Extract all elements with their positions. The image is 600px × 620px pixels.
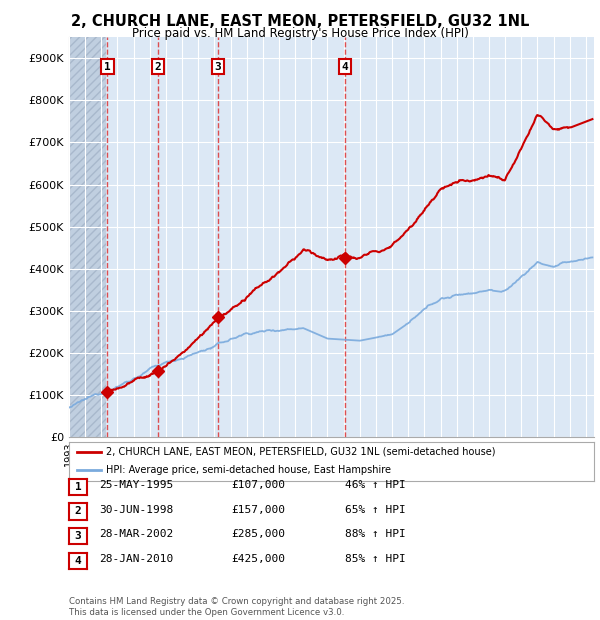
Text: 28-MAR-2002: 28-MAR-2002 — [99, 529, 173, 539]
Text: £107,000: £107,000 — [231, 480, 285, 490]
Text: HPI: Average price, semi-detached house, East Hampshire: HPI: Average price, semi-detached house,… — [106, 465, 391, 475]
Text: 25-MAY-1995: 25-MAY-1995 — [99, 480, 173, 490]
Text: 1: 1 — [74, 482, 82, 492]
Text: 2: 2 — [74, 507, 82, 516]
Text: 3: 3 — [74, 531, 82, 541]
Text: Price paid vs. HM Land Registry's House Price Index (HPI): Price paid vs. HM Land Registry's House … — [131, 27, 469, 40]
Text: 4: 4 — [74, 556, 82, 566]
Text: 2, CHURCH LANE, EAST MEON, PETERSFIELD, GU32 1NL (semi-detached house): 2, CHURCH LANE, EAST MEON, PETERSFIELD, … — [106, 446, 495, 457]
Text: 88% ↑ HPI: 88% ↑ HPI — [345, 529, 406, 539]
Bar — [69, 37, 106, 437]
Text: 1: 1 — [104, 61, 111, 72]
Text: 2, CHURCH LANE, EAST MEON, PETERSFIELD, GU32 1NL: 2, CHURCH LANE, EAST MEON, PETERSFIELD, … — [71, 14, 529, 29]
Text: 46% ↑ HPI: 46% ↑ HPI — [345, 480, 406, 490]
Text: 30-JUN-1998: 30-JUN-1998 — [99, 505, 173, 515]
Text: £157,000: £157,000 — [231, 505, 285, 515]
Text: 85% ↑ HPI: 85% ↑ HPI — [345, 554, 406, 564]
Text: Contains HM Land Registry data © Crown copyright and database right 2025.
This d: Contains HM Land Registry data © Crown c… — [69, 598, 404, 617]
Text: 3: 3 — [215, 61, 221, 72]
Text: 65% ↑ HPI: 65% ↑ HPI — [345, 505, 406, 515]
Text: 2: 2 — [154, 61, 161, 72]
Text: 4: 4 — [341, 61, 348, 72]
Text: 28-JAN-2010: 28-JAN-2010 — [99, 554, 173, 564]
Text: £425,000: £425,000 — [231, 554, 285, 564]
Bar — [69, 37, 106, 437]
Text: £285,000: £285,000 — [231, 529, 285, 539]
